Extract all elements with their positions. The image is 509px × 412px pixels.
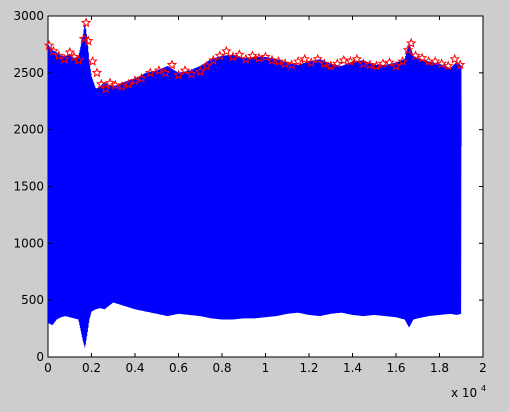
peak-marker	[234, 49, 245, 60]
x-tick-label: 1.4	[343, 361, 362, 375]
peak-marker	[305, 57, 317, 68]
peak-marker	[279, 58, 291, 69]
x-tick-label: 0.6	[169, 361, 188, 375]
peak-marker	[201, 60, 213, 71]
peak-marker	[325, 60, 336, 71]
peak-marker	[82, 35, 94, 46]
peak-marker	[136, 73, 147, 83]
y-tick-label: 1500	[13, 180, 44, 194]
peak-marker	[332, 58, 343, 69]
y-tick-label: 2500	[13, 66, 44, 80]
peak-marker-layer	[43, 17, 466, 94]
x-axis-multiplier-exponent: 4	[481, 384, 486, 393]
x-tick-label: 1.8	[430, 361, 449, 375]
peak-marker	[173, 69, 184, 80]
peak-marker	[299, 53, 310, 64]
x-tick-label: 0	[44, 361, 52, 375]
peak-marker	[266, 54, 278, 65]
peak-marker	[402, 44, 414, 55]
peak-marker	[53, 50, 65, 61]
peak-marker	[104, 77, 116, 88]
peak-marker	[358, 58, 369, 69]
signal-line	[47, 24, 462, 348]
x-tick-label: 0.2	[82, 361, 101, 375]
y-tick-label: 3000	[13, 9, 44, 23]
peak-marker	[227, 51, 239, 62]
peak-marker	[240, 53, 252, 64]
peak-marker	[110, 79, 121, 90]
peak-marker	[179, 65, 191, 76]
peak-marker	[390, 60, 402, 71]
x-tick-label: 0.4	[125, 361, 144, 375]
peak-marker	[416, 52, 428, 63]
peak-marker	[449, 53, 460, 64]
peak-marker	[405, 37, 417, 48]
y-axis: 0 500 1000 1500 2000 2500 3000	[13, 9, 483, 364]
y-tick-label: 500	[21, 293, 44, 307]
peak-marker	[286, 59, 297, 70]
x-tick-label: 1.2	[299, 361, 318, 375]
peak-marker	[247, 50, 258, 61]
x-tick-label: 0.8	[212, 361, 231, 375]
peak-marker	[410, 50, 421, 61]
peak-marker	[442, 60, 454, 71]
x-axis-multiplier: x 10 4	[451, 384, 486, 400]
peak-marker	[454, 59, 466, 70]
x-axis-multiplier-base: x 10	[451, 386, 477, 400]
peak-marker	[116, 80, 128, 91]
peak-marker	[73, 54, 84, 65]
peak-marker	[153, 65, 165, 76]
peak-marker	[318, 58, 330, 69]
peak-marker	[364, 59, 376, 70]
x-axis: 0 0.2 0.4 0.6 0.8 1 1.2 1.4 1.6 1.8 2	[44, 16, 487, 375]
peak-marker	[338, 54, 350, 65]
x-tick-label: 1.6	[386, 361, 405, 375]
peak-marker	[87, 55, 98, 66]
peak-marker	[208, 54, 219, 65]
peak-marker	[160, 67, 171, 78]
y-tick-label: 0	[36, 350, 44, 364]
x-tick-label: 2	[479, 361, 487, 375]
peak-marker	[80, 17, 92, 28]
peak-marker	[351, 53, 363, 64]
peak-marker	[195, 66, 206, 77]
peak-marker	[100, 83, 111, 94]
peak-marker	[384, 57, 395, 68]
peak-marker	[292, 55, 304, 66]
peak-marker	[186, 68, 197, 79]
peak-marker	[397, 55, 408, 66]
signal-layer	[47, 24, 462, 348]
peak-marker	[59, 53, 70, 64]
peak-marker	[43, 40, 55, 51]
peak-marker	[129, 75, 141, 86]
peak-marker	[166, 59, 178, 70]
peak-marker	[260, 51, 271, 62]
y-tick-label: 2000	[13, 123, 44, 137]
peak-marker	[144, 67, 156, 78]
peak-marker	[123, 78, 134, 89]
peak-marker	[91, 67, 103, 78]
peak-marker	[48, 45, 59, 56]
peak-marker	[64, 46, 75, 57]
x-tick-label: 1	[262, 361, 270, 375]
peak-marker	[312, 53, 323, 64]
peak-marker	[436, 58, 447, 69]
peak-marker	[273, 55, 284, 66]
y-tick-label: 1000	[13, 236, 44, 250]
peak-marker	[96, 78, 107, 89]
peak-marker	[78, 33, 90, 44]
peak-marker	[371, 60, 382, 71]
peak-marker	[429, 55, 441, 66]
peak-marker	[221, 45, 232, 56]
peak-marker	[345, 55, 356, 66]
peak-marker	[214, 50, 226, 61]
